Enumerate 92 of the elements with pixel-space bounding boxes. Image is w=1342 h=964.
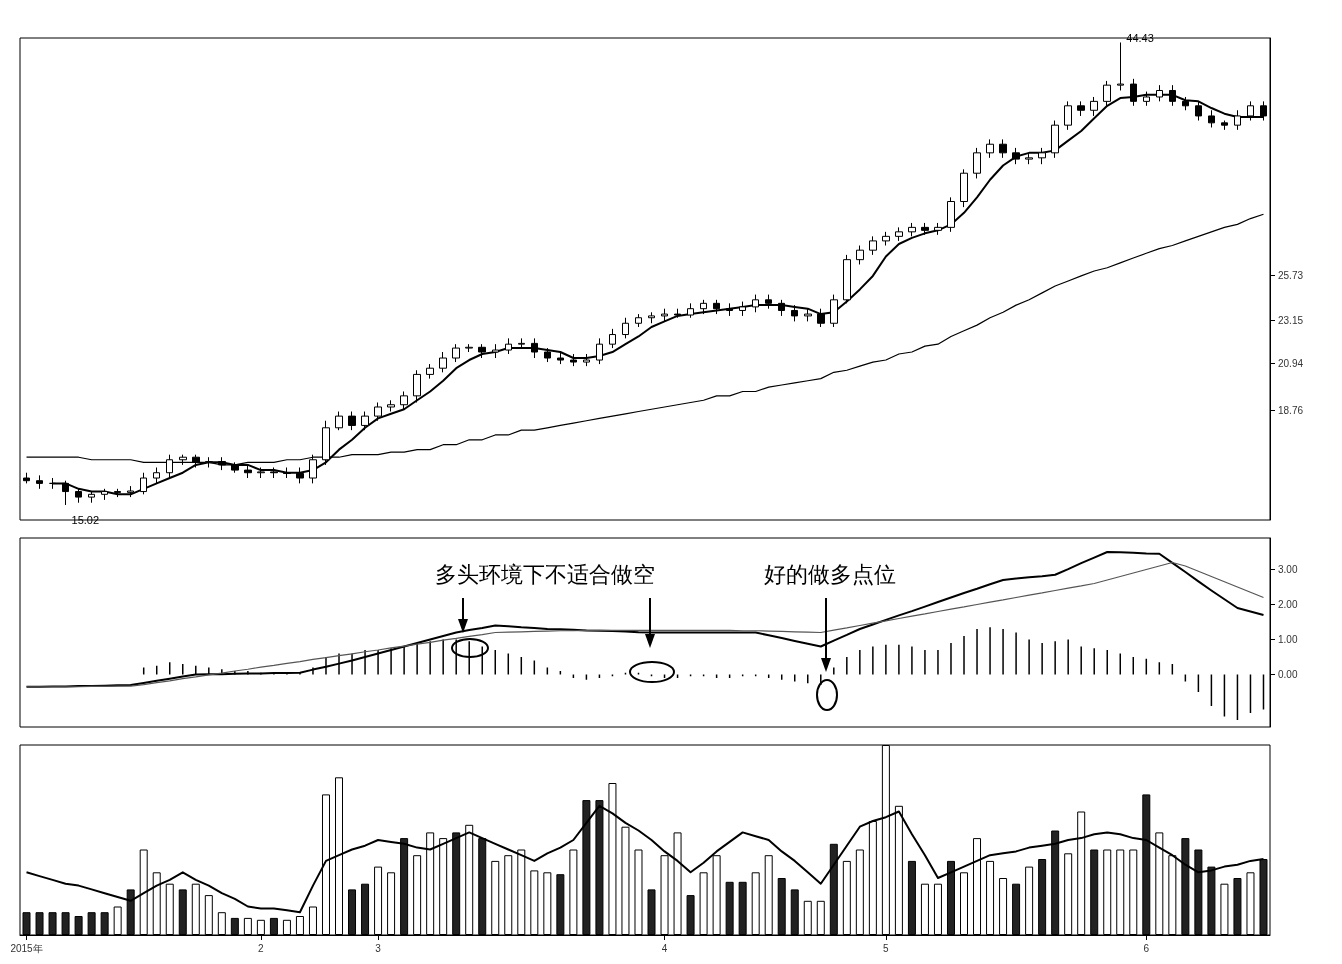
candlestick: [492, 343, 499, 359]
candlestick: [283, 466, 291, 479]
x-tick-label: 2015年: [10, 942, 43, 954]
annotation: 多头环境下不适合做空: [435, 561, 655, 589]
x-tick-label: 4: [661, 942, 668, 954]
annotation: 好的做多点位: [764, 561, 896, 589]
x-tick-label: 5: [883, 942, 890, 954]
candlestick: [609, 328, 616, 349]
candlestick: [1025, 153, 1033, 165]
candlestick: [1182, 96, 1189, 111]
candlestick: [270, 466, 278, 479]
candlestick: [348, 411, 356, 431]
candlestick: [583, 353, 590, 367]
candlestick: [387, 399, 395, 413]
candlestick: [531, 337, 538, 359]
candlestick: [1090, 96, 1098, 117]
candlestick: [296, 466, 304, 484]
candlestick: [804, 308, 812, 322]
y-tick-label: 1.00: [1278, 634, 1298, 645]
y-tick-label: 2.00: [1278, 599, 1298, 610]
candlestick: [1038, 147, 1046, 165]
candlestick: [361, 411, 369, 431]
candlestick: [1247, 100, 1254, 122]
candlestick: [1195, 100, 1202, 122]
candlestick: [921, 222, 929, 236]
y-tick-label: 23.15: [1278, 314, 1304, 326]
candlestick: [622, 317, 629, 339]
candlestick: [739, 301, 746, 317]
candlestick: [23, 472, 30, 484]
candlestick: [934, 222, 942, 236]
candlestick: [1208, 109, 1215, 128]
annotation: 15.02: [71, 514, 100, 526]
candlestick: [557, 351, 564, 365]
candlestick: [544, 347, 551, 363]
candlestick: [570, 353, 577, 367]
candlestick: [518, 337, 525, 349]
x-tick-label: 2: [258, 942, 265, 954]
candlestick: [400, 390, 408, 410]
candlestick: [335, 411, 343, 431]
candlestick: [765, 294, 772, 310]
candlestick: [882, 231, 890, 247]
candlestick: [1221, 120, 1228, 131]
candlestick: [869, 235, 877, 256]
candlestick: [791, 304, 798, 322]
candlestick: [413, 369, 421, 403]
candlestick: [596, 337, 603, 365]
candlestick: [374, 402, 382, 422]
candlestick: [153, 466, 160, 484]
candlestick: [830, 294, 838, 328]
candlestick: [439, 351, 447, 373]
candlestick: [817, 308, 825, 328]
candlestick: [1012, 147, 1020, 165]
candlestick: [973, 147, 981, 179]
candlestick: [778, 299, 785, 317]
y-tick-label: 25.73: [1278, 269, 1304, 281]
candlestick: [674, 308, 681, 319]
candlestick: [661, 308, 668, 322]
candlestick: [465, 343, 473, 353]
candlestick: [426, 363, 434, 380]
candlestick: [908, 222, 916, 237]
candlestick: [1234, 109, 1241, 131]
x-tick-label: 3: [375, 942, 382, 954]
y-tick-label: 3.00: [1278, 564, 1298, 575]
candlestick: [452, 343, 460, 363]
candlestick: [244, 464, 252, 479]
candlestick: [726, 302, 733, 317]
x-tick-label: 6: [1143, 942, 1150, 954]
candlestick: [700, 299, 707, 315]
candlestick: [1051, 120, 1059, 159]
candlestick: [478, 343, 486, 359]
candlestick: [687, 302, 694, 319]
candlestick: [843, 254, 851, 304]
candlestick: [986, 138, 994, 159]
candlestick: [856, 245, 864, 265]
y-tick-label: 18.76: [1278, 404, 1304, 416]
annotation: 44.43: [1126, 32, 1154, 44]
candlestick: [1064, 100, 1072, 131]
candlestick: [635, 313, 642, 328]
candlestick: [713, 299, 720, 315]
candlestick: [947, 196, 955, 233]
candlestick: [648, 311, 655, 324]
candlestick: [752, 294, 759, 313]
y-tick-label: 0.00: [1278, 669, 1298, 680]
candlestick: [1117, 41, 1124, 91]
candlestick: [257, 466, 265, 479]
candlestick: [1077, 100, 1085, 117]
candlestick: [999, 138, 1007, 159]
candlestick: [505, 337, 512, 355]
candlestick: [36, 474, 43, 490]
y-tick-label: 20.94: [1278, 357, 1304, 369]
candlestick: [895, 226, 903, 242]
candlestick: [960, 168, 968, 208]
